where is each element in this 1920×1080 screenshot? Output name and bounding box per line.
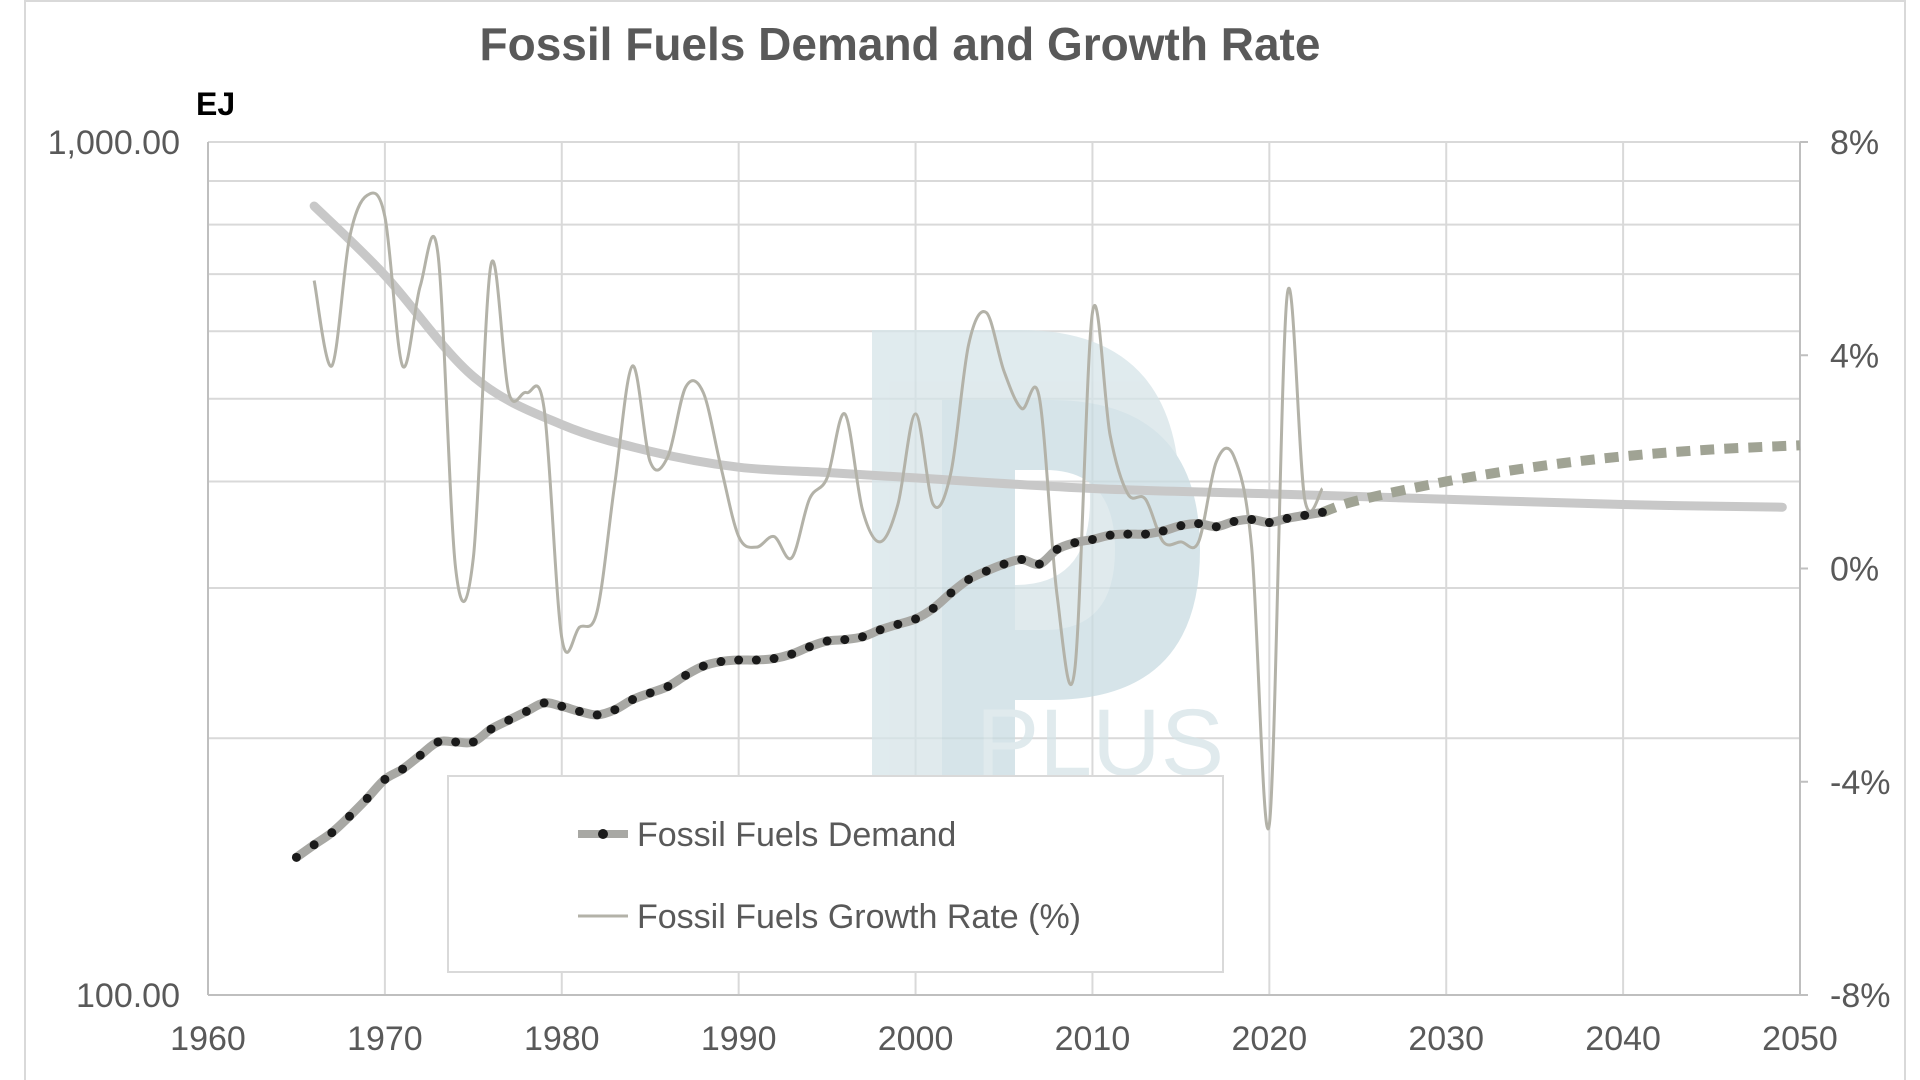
demand-points — [291, 507, 1327, 862]
demand-point-1995 — [822, 636, 832, 646]
demand-point-1979 — [539, 698, 549, 708]
x-tick-label: 2050 — [1762, 1020, 1838, 1058]
demand-point-2001 — [928, 603, 938, 613]
demand-point-2012 — [1123, 529, 1133, 539]
demand-point-2003 — [964, 574, 974, 584]
x-tick-label: 1980 — [524, 1020, 600, 1058]
demand-point-2008 — [1052, 544, 1062, 554]
demand-point-2006 — [1017, 555, 1027, 565]
demand-point-1989 — [716, 657, 726, 667]
demand-point-2015 — [1176, 521, 1186, 531]
y-right-tick-label: 4% — [1830, 337, 1879, 375]
demand-point-1990 — [734, 655, 744, 665]
demand-point-1997 — [857, 632, 867, 642]
demand-point-1971 — [398, 764, 408, 774]
y-left-tick-label: 1,000.00 — [48, 124, 180, 162]
demand-point-2000 — [911, 614, 921, 624]
demand-point-1988 — [698, 661, 708, 671]
x-tick-label: 2000 — [878, 1020, 954, 1058]
tick-labels: 1960 1970 1980 1990 2000 2010 2020 2030 2040 2050… — [48, 124, 1891, 1058]
demand-point-1993 — [787, 649, 797, 659]
demand-point-2014 — [1158, 526, 1168, 536]
demand-point-1982 — [592, 710, 602, 720]
demand-point-1974 — [451, 737, 461, 747]
legend-demand-dot — [598, 829, 608, 839]
demand-point-2021 — [1282, 513, 1292, 523]
x-tick-label: 2040 — [1585, 1020, 1661, 1058]
chart-border — [24, 0, 1906, 1080]
demand-point-1980 — [557, 701, 567, 711]
x-tick-label: 2030 — [1408, 1020, 1484, 1058]
demand-point-1998 — [875, 625, 885, 635]
x-tick-label: 2010 — [1055, 1020, 1131, 1058]
demand-point-1973 — [433, 737, 443, 747]
demand-point-1996 — [840, 635, 850, 645]
demand-point-1977 — [504, 715, 514, 725]
growth-rate-line — [312, 191, 1324, 830]
legend-growth-label: Fossil Fuels Growth Rate (%) — [637, 898, 1081, 936]
demand-point-2011 — [1105, 530, 1115, 540]
demand-point-2016 — [1194, 519, 1204, 529]
demand-point-2010 — [1087, 534, 1097, 544]
demand-point-1976 — [486, 724, 496, 734]
demand-point-1975 — [468, 737, 478, 747]
demand-point-1987 — [681, 670, 691, 680]
demand-point-1994 — [804, 642, 814, 652]
demand-point-2009 — [1070, 538, 1080, 548]
demand-point-2007 — [1034, 559, 1044, 569]
demand-point-1985 — [645, 688, 655, 698]
demand-point-1992 — [769, 654, 779, 664]
demand-point-1991 — [751, 655, 761, 665]
demand-point-1981 — [574, 706, 584, 716]
demand-point-1970 — [380, 774, 390, 784]
legend-demand-label: Fossil Fuels Demand — [637, 816, 956, 854]
y-right-tick-label: 0% — [1830, 551, 1879, 589]
demand-point-1978 — [521, 706, 531, 716]
demand-point-1972 — [415, 750, 425, 760]
legend-box — [447, 775, 1224, 973]
y-right-tick-label: -4% — [1830, 764, 1890, 802]
demand-forecast-line — [1320, 440, 1801, 518]
demand-point-1969 — [362, 793, 372, 803]
demand-point-2005 — [999, 559, 1009, 569]
demand-point-1965 — [291, 852, 301, 862]
demand-point-1984 — [628, 695, 638, 705]
demand-point-2002 — [946, 588, 956, 598]
demand-point-1966 — [309, 840, 319, 850]
demand-point-1999 — [893, 619, 903, 629]
demand-point-2019 — [1247, 514, 1257, 524]
x-tick-label: 1960 — [170, 1020, 246, 1058]
demand-point-2017 — [1211, 522, 1221, 532]
y-right-tick-label: 8% — [1830, 124, 1879, 162]
demand-point-2022 — [1300, 510, 1310, 520]
demand-point-2004 — [981, 566, 991, 576]
y-left-tick-label: 100.00 — [76, 977, 180, 1015]
series-group — [291, 191, 1801, 862]
x-tick-label: 1990 — [701, 1020, 777, 1058]
demand-point-2020 — [1264, 518, 1274, 528]
y-left-unit-label: EJ — [196, 86, 235, 122]
demand-point-1986 — [663, 681, 673, 691]
y-right-tick-label: -8% — [1830, 977, 1890, 1015]
demand-point-2023 — [1317, 507, 1327, 517]
x-tick-label: 2020 — [1232, 1020, 1308, 1058]
chart-title: Fossil Fuels Demand and Growth Rate — [480, 18, 1321, 70]
demand-point-1983 — [610, 705, 620, 715]
growth-trend-line — [309, 201, 1787, 512]
demand-point-2013 — [1141, 529, 1151, 539]
legend: Fossil Fuels Demand Fossil Fuels Growth … — [447, 775, 1224, 973]
watermark-p-front — [942, 400, 1200, 780]
demand-point-1968 — [345, 811, 355, 821]
demand-point-2018 — [1229, 517, 1239, 527]
x-tick-label: 1970 — [347, 1020, 423, 1058]
demand-point-1967 — [327, 828, 337, 838]
